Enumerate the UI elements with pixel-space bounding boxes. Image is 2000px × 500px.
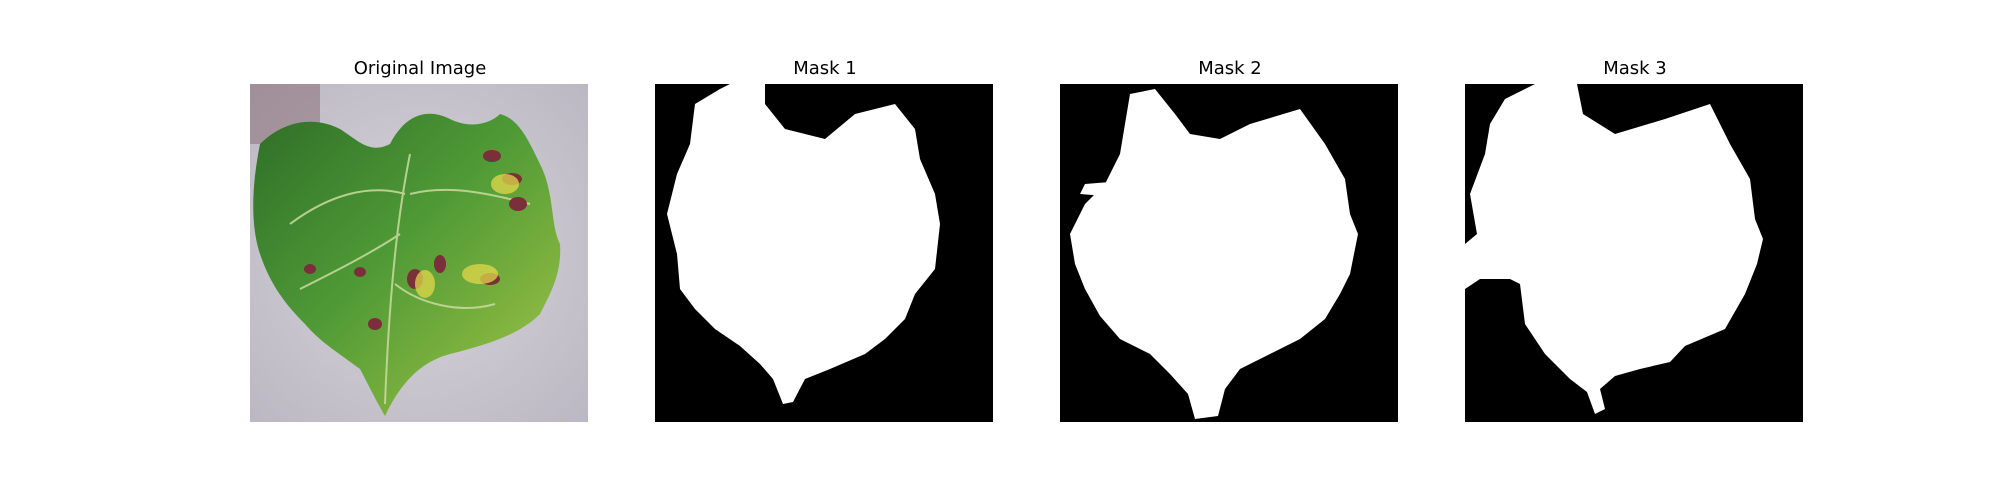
panel-mask-2: Mask 2: [1060, 0, 1400, 500]
panel-original-image: Original Image: [250, 0, 590, 500]
panel-title: Mask 1: [793, 58, 857, 79]
panel-title: Mask 2: [1198, 58, 1262, 79]
panel-mask-3: Mask 3: [1465, 0, 1805, 500]
panel-title: Original Image: [353, 58, 487, 79]
panel-mask-1: Mask 1: [655, 0, 995, 500]
leaf-mask: [1465, 84, 1803, 422]
leaf-photo: [250, 84, 588, 422]
panel-title: Mask 3: [1603, 58, 1667, 79]
leaf-mask: [1060, 84, 1398, 422]
leaf-mask: [655, 84, 993, 422]
